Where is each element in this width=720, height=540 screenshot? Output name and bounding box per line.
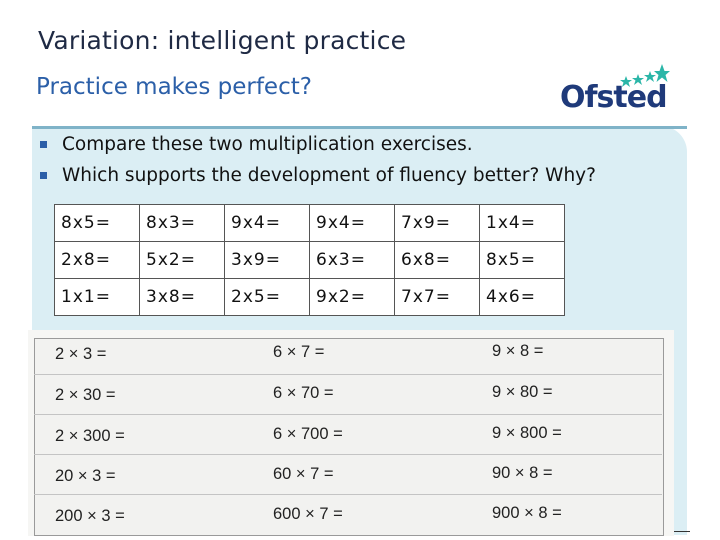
row-divider xyxy=(34,414,662,415)
bullet-text: Compare these two multiplication exercis… xyxy=(62,134,473,155)
exercise-b-item: 2 × 30 = xyxy=(55,386,116,404)
table-cell: 9x4= xyxy=(309,204,395,242)
table-cell: 7x9= xyxy=(394,204,480,242)
table-cell: 3x9= xyxy=(224,241,310,279)
bullet-item: Which supports the development of fluenc… xyxy=(36,164,676,188)
row-divider xyxy=(34,494,662,495)
table-row: 8x5= 8x3= 9x4= 9x4= 7x9= 1x4= xyxy=(54,204,565,242)
logo-stars-icon xyxy=(620,64,670,87)
exercise-b-item: 200 × 3 = xyxy=(55,507,125,525)
exercise-b-item: 6 × 700 = xyxy=(273,425,343,443)
exercise-b-item: 20 × 3 = xyxy=(55,467,116,485)
slide-subtitle: Practice makes perfect? xyxy=(36,74,312,100)
table-cell: 5x2= xyxy=(139,241,225,279)
table-cell: 4x6= xyxy=(479,278,565,316)
table-cell: 8x3= xyxy=(139,204,225,242)
bullet-list: Compare these two multiplication exercis… xyxy=(36,133,676,195)
exercise-b-item: 60 × 7 = xyxy=(273,465,334,483)
table-row: 1x1= 3x8= 2x5= 9x2= 7x7= 4x6= xyxy=(54,278,565,316)
exercise-b-item: 9 × 80 = xyxy=(492,383,553,401)
exercise-b-item: 9 × 800 = xyxy=(492,424,562,442)
table-cell: 8x5= xyxy=(54,204,140,242)
slide-title: Variation: intelligent practice xyxy=(38,26,407,55)
table-cell: 9x4= xyxy=(224,204,310,242)
table-cell: 7x7= xyxy=(394,278,480,316)
square-bullet-icon xyxy=(40,172,47,179)
table-cell: 2x8= xyxy=(54,241,140,279)
square-bullet-icon xyxy=(40,141,47,148)
exercise-b-item: 2 × 3 = xyxy=(55,345,107,363)
table-row: 2x8= 5x2= 3x9= 6x3= 6x8= 8x5= xyxy=(54,241,565,279)
exercise-b-item: 900 × 8 = xyxy=(492,504,562,522)
table-cell: 2x5= xyxy=(224,278,310,316)
panel-top-border xyxy=(32,126,687,129)
row-divider xyxy=(34,374,662,375)
bullet-item: Compare these two multiplication exercis… xyxy=(36,133,676,157)
table-cell: 1x4= xyxy=(479,204,565,242)
logo-wordmark: Ofsted xyxy=(560,80,668,115)
row-divider xyxy=(34,454,662,455)
exercise-b-item: 2 × 300 = xyxy=(55,427,125,445)
exercise-a-table: 8x5= 8x3= 9x4= 9x4= 7x9= 1x4= 2x8= 5x2= … xyxy=(54,204,565,316)
bullet-text: Which supports the development of fluenc… xyxy=(62,165,596,186)
table-cell: 3x8= xyxy=(139,278,225,316)
ofsted-logo: Ofsted xyxy=(560,62,670,122)
table-cell: 1x1= xyxy=(54,278,140,316)
exercise-b-item: 9 × 8 = xyxy=(492,342,544,360)
table-cell: 9x2= xyxy=(309,278,395,316)
footer-rule xyxy=(674,531,690,532)
table-cell: 6x3= xyxy=(309,241,395,279)
table-cell: 8x5= xyxy=(479,241,565,279)
exercise-b-frame xyxy=(34,338,664,536)
exercise-b-item: 6 × 7 = xyxy=(273,343,325,361)
exercise-b-item: 600 × 7 = xyxy=(273,505,343,523)
table-cell: 6x8= xyxy=(394,241,480,279)
exercise-b-item: 90 × 8 = xyxy=(492,464,553,482)
exercise-b-item: 6 × 70 = xyxy=(273,384,334,402)
